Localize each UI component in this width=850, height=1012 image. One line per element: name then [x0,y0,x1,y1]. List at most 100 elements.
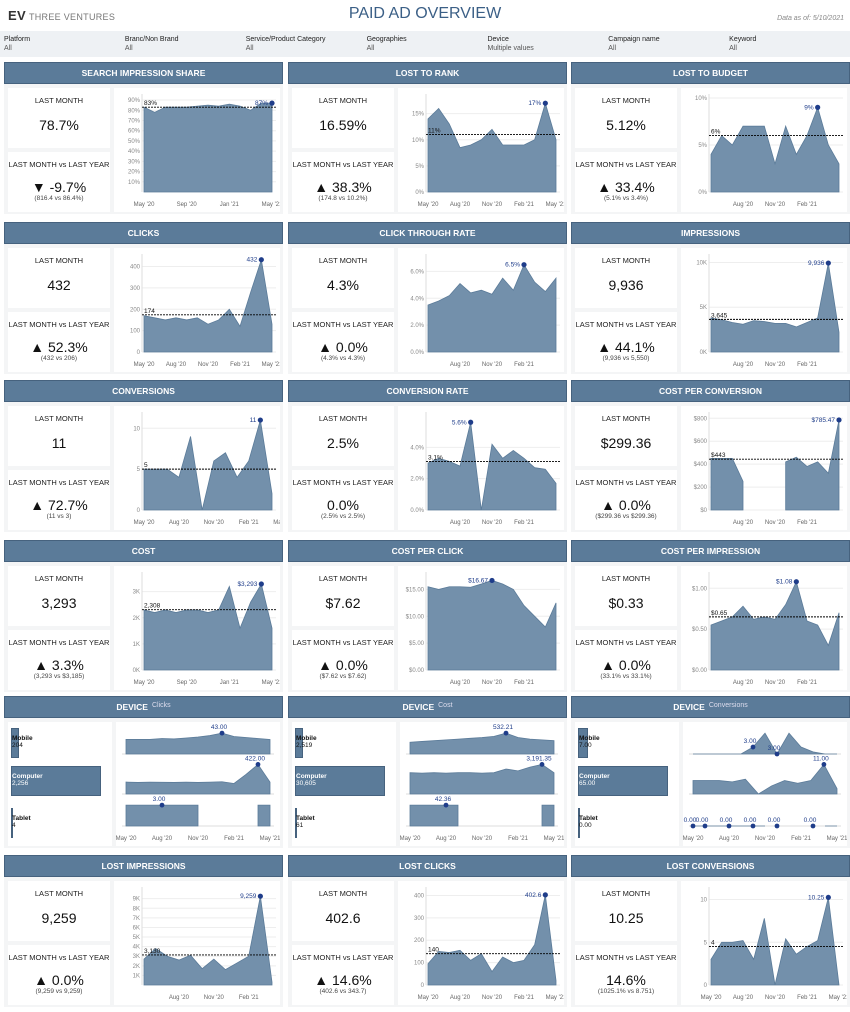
peak-point[interactable] [815,104,821,110]
data-label: 3,191.35 [526,755,552,762]
peak-point[interactable] [542,892,548,898]
x-tick-label: Aug '20 [436,836,457,842]
panel-title: CONVERSIONS [4,380,283,402]
device-bar-computer[interactable] [295,766,385,796]
panel-title: DEVICE Clicks [4,696,283,718]
device-bar-tablet[interactable] [11,808,13,838]
data-point[interactable] [219,730,225,736]
vs-last-year-label: LAST MONTH vs LAST YEAR [292,160,394,169]
panel-device-conversions: DEVICE Conversions Mobile 7.00 Computer 65.00… [571,696,850,848]
area-series [541,804,555,827]
last-month-label: LAST MONTH [34,414,84,423]
y-tick-label: $0.00 [692,668,708,674]
device-value: 204 [12,742,23,749]
x-tick-label: May '21 [262,202,280,208]
peak-point[interactable] [793,579,799,585]
y-tick-label: 50% [128,139,141,145]
reference-label: 11% [428,128,441,135]
panel-impressions: IMPRESSIONS LAST MONTH 9,936 LAST MONTH vs … [571,222,850,374]
y-tick-label: 10K [696,260,707,266]
filter-value[interactable]: All [124,45,133,52]
filter-label: Keyword [729,36,757,43]
compare-values: (402.6 vs 343.7) [319,988,367,995]
device-bar-computer[interactable] [578,766,668,796]
panel-lost-conversions: LOST CONVERSIONS LAST MONTH 10.25 LAST MONT… [571,855,850,1007]
trend-chart: 0 5 10 May '20 Aug '20 Nov '20 Feb '21 May '21 5… [114,406,295,530]
vs-last-year-box: LAST MONTH vs LAST YEAR ▲ 72.7% (11 vs 3) [8,470,110,530]
last-month-box: LAST MONTH 4.3% [292,248,394,308]
x-tick-label: Nov '20 [472,836,493,842]
change-value: ▲ 3.3% [34,657,84,673]
data-point[interactable] [810,823,816,829]
filter-value[interactable]: All [366,45,375,52]
data-point[interactable] [255,762,261,767]
peak-point[interactable] [257,893,263,899]
last-month-box: LAST MONTH $7.62 [292,566,394,626]
data-point[interactable] [750,823,756,829]
x-tick-label: Feb '21 [797,520,817,526]
data-point[interactable] [702,823,708,829]
y-tick-label: 10% [128,180,141,186]
peak-point[interactable] [269,100,275,106]
filter-value[interactable]: All [608,45,617,52]
filter-value[interactable]: All [245,45,254,52]
chart-svg: 0 5 10 May '20 Aug '20 Nov '20 Feb '21 May '21 5… [133,412,295,526]
reference-label: 3.1% [428,454,443,461]
peak-point[interactable] [825,894,831,901]
data-point[interactable] [690,823,696,829]
filter-platform[interactable]: Platform All [4,31,125,57]
data-point[interactable] [774,823,780,829]
filter-device[interactable]: Device Multiple values [487,31,608,57]
filter-value[interactable]: All [729,45,737,52]
y-tick-label: 15% [412,112,425,118]
y-tick-label: $0.50 [692,627,708,633]
peak-point[interactable] [489,577,495,584]
data-label: 3.00 [768,745,781,752]
data-point[interactable] [443,802,449,808]
device-bar-tablet[interactable] [295,808,297,838]
data-point[interactable] [503,730,509,736]
data-point[interactable] [159,802,165,808]
filter-geographies[interactable]: Geographies All [367,31,488,57]
peak-point[interactable] [257,417,263,423]
peak-point[interactable] [542,100,548,106]
peak-point[interactable] [258,581,264,587]
device-bar-mobile[interactable] [295,728,303,758]
filter-branc-non-brand[interactable]: Branc/Non Brand All [125,31,246,57]
device-item: Mobile 2,519 [296,735,317,749]
device-bar-mobile[interactable] [11,728,19,758]
last-month-value: 3,293 [41,595,77,611]
peak-point[interactable] [521,262,527,268]
data-point[interactable] [726,823,732,829]
y-tick-label: 5K [133,935,140,941]
filter-value[interactable]: All [4,45,12,52]
trend-chart: 0K 1K 2K 3K May '20 Sep '20 Jan '21 May '21 2,30… [114,566,283,690]
peak-label: $1.08 [776,579,793,586]
last-month-box: LAST MONTH $0.33 [575,566,677,626]
device-bar-computer[interactable] [11,766,101,796]
peak-point[interactable] [825,260,831,266]
area-series [409,804,459,827]
filter-service-product-category[interactable]: Service/Product Category All [246,31,367,57]
device-value: 2,256 [12,780,29,787]
y-tick-label: 5% [698,143,707,149]
x-tick-label: Aug '20 [450,362,471,368]
data-point[interactable] [774,751,780,757]
reference-label: 5 [144,462,148,469]
filter-keyword[interactable]: Keyword All [729,31,850,57]
panel-lost-impressions: LOST IMPRESSIONS LAST MONTH 9,259 LAST MONT… [4,855,283,1007]
peak-point[interactable] [468,419,474,425]
peak-point[interactable] [258,257,264,263]
data-point[interactable] [821,762,827,767]
panel-title: LOST IMPRESSIONS [4,855,283,877]
peak-point[interactable] [836,417,842,423]
panel-cost-per-click: COST PER CLICK LAST MONTH $7.62 LAST MONTH … [288,540,567,692]
filter-value[interactable]: Multiple values [487,45,534,52]
filter-campaign-name[interactable]: Campaign name All [608,31,729,57]
device-bar-tablet[interactable] [578,808,580,838]
x-tick-label: Aug '20 [733,362,754,368]
device-name: Computer [12,773,43,780]
data-point[interactable] [539,762,545,767]
device-bar-mobile[interactable] [578,728,588,758]
data-point[interactable] [750,744,756,750]
